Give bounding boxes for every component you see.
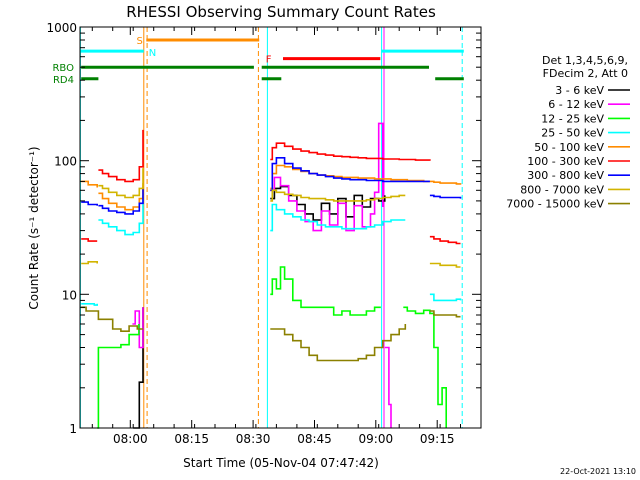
- series-1-segment-1: [270, 122, 384, 232]
- legend-entry-label-7: 800 - 7000 keV: [520, 183, 604, 196]
- flag-label-2: N: [149, 48, 156, 59]
- series-8-segment-0: [81, 306, 143, 332]
- series-4-segment-0: [81, 180, 98, 188]
- series-6-segment-0: [81, 201, 98, 206]
- series-5-segment-2: [270, 142, 431, 161]
- flag-label-1: S: [137, 36, 143, 47]
- series-6-segment-1: [98, 188, 144, 215]
- series-1-segment-2: [384, 346, 392, 428]
- legend-header-line-1: Det 1,3,4,5,6,9,: [542, 54, 628, 67]
- x-tick-label-1: 08:15: [174, 432, 209, 446]
- series-8-segment-1: [270, 324, 407, 362]
- series-7-segment-1: [98, 168, 144, 199]
- axes: 08:00 08:15 08:30 08:45 09:00 09:15 1 10 100 1000: [46, 21, 482, 446]
- legend-entry-label-4: 50 - 100 keV: [534, 141, 604, 154]
- plot-frame: [79, 26, 482, 429]
- series-3-segment-2: [270, 203, 406, 232]
- legend-entry-label-1: 6 - 12 keV: [548, 98, 604, 111]
- series-7-segment-3: [429, 262, 461, 268]
- series-8-segment-2: [429, 310, 461, 318]
- x-tick-label-5: 09:15: [420, 432, 455, 446]
- flag-label-5: RD4: [53, 75, 74, 86]
- y-tick-label-3: 1000: [46, 21, 77, 35]
- legend-entry-label-3: 25 - 50 keV: [541, 127, 604, 140]
- y-tick-label-1: 10: [62, 288, 77, 302]
- flag-label-3: F: [266, 55, 272, 66]
- x-tick-label-3: 08:45: [297, 432, 332, 446]
- x-tick-label-0: 08:00: [113, 432, 148, 446]
- legend-entry-label-0: 3 - 6 keV: [555, 84, 604, 97]
- y-tick-label-2: 100: [54, 155, 77, 169]
- x-axis-title: Start Time (05-Nov-04 07:47:42): [183, 456, 379, 470]
- series-7-segment-0: [81, 261, 98, 265]
- series-2-segment-2: [403, 306, 447, 428]
- series-1-segment-0: [132, 307, 144, 349]
- series-6-segment-2: [270, 157, 430, 192]
- series-6-segment-3: [429, 194, 462, 199]
- series-5-segment-1: [98, 129, 144, 183]
- series-5-segment-3: [429, 235, 461, 245]
- legend-header-line-2: FDecim 2, Att 0: [543, 67, 628, 80]
- series-5-segment-0: [81, 238, 98, 242]
- series-2-segment-0: [97, 324, 140, 429]
- series-3-segment-3: [429, 293, 462, 302]
- series-7-segment-2: [270, 189, 406, 202]
- series-2-segment-1: [270, 266, 381, 316]
- y-axis-title: Count Rate (s⁻¹ detector⁻¹): [27, 146, 41, 309]
- x-tick-label-2: 08:30: [236, 432, 271, 446]
- series-4-segment-1: [98, 183, 144, 211]
- series-lines: [81, 122, 462, 429]
- flag-label-4: RBO: [52, 63, 74, 74]
- chart-title: RHESSI Observing Summary Count Rates: [126, 3, 436, 21]
- x-tick-label-4: 09:00: [359, 432, 394, 446]
- series-3-segment-0: [81, 303, 98, 306]
- y-tick-label-0: 1: [69, 422, 77, 436]
- legend-entry-label-6: 300 - 800 keV: [527, 169, 604, 182]
- legend-entry-label-2: 12 - 25 keV: [541, 112, 604, 125]
- series-3-segment-1: [98, 195, 144, 236]
- legend-entry-label-5: 100 - 300 keV: [527, 155, 604, 168]
- legend-entry-label-8: 7000 - 15000 keV: [506, 198, 604, 211]
- generation-timestamp: 22-Oct-2021 13:10: [560, 467, 636, 476]
